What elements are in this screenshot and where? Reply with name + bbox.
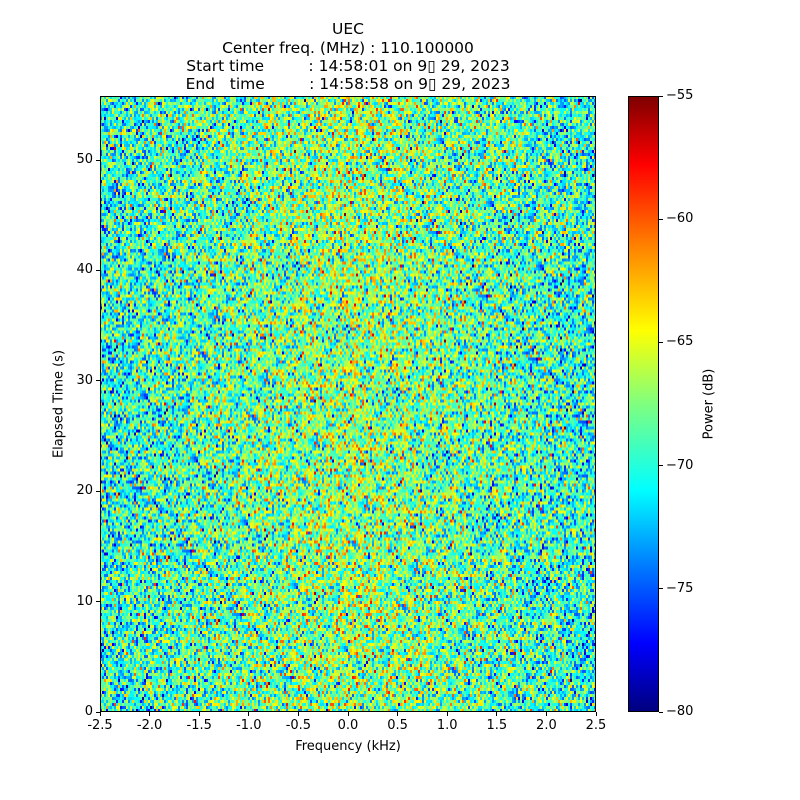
x-tick-label: 1.5 bbox=[486, 718, 508, 733]
colorbar-tick-label: −70 bbox=[666, 457, 694, 473]
x-tick-label: 1.0 bbox=[436, 718, 458, 733]
x-tick-label: 0.0 bbox=[337, 718, 359, 733]
colorbar-tick-mark bbox=[659, 218, 663, 220]
x-tick-mark bbox=[496, 712, 498, 716]
x-tick-label: 0.5 bbox=[387, 718, 408, 733]
y-tick-mark bbox=[96, 269, 100, 271]
x-tick-label: -1.5 bbox=[186, 718, 212, 733]
colorbar-tick-label: −60 bbox=[666, 211, 694, 227]
x-tick-label: 2.0 bbox=[536, 718, 557, 733]
x-tick-mark bbox=[347, 712, 349, 716]
colorbar-tick-label: −75 bbox=[666, 580, 694, 596]
colorbar-tick-label: −55 bbox=[666, 88, 694, 103]
x-tick-mark bbox=[446, 712, 448, 716]
x-tick-mark bbox=[248, 712, 250, 716]
chart-title: UEC bbox=[332, 20, 364, 38]
y-tick-mark bbox=[96, 159, 100, 161]
x-tick-mark bbox=[99, 712, 101, 716]
colorbar-tick-mark bbox=[659, 341, 663, 343]
y-tick-label: 20 bbox=[76, 483, 93, 499]
x-axis-label: Frequency (kHz) bbox=[295, 739, 401, 754]
y-tick-label: 50 bbox=[76, 152, 93, 168]
x-tick-label: -1.0 bbox=[236, 718, 262, 733]
x-tick-label: -2.5 bbox=[87, 718, 113, 733]
colorbar bbox=[628, 96, 659, 712]
x-tick-label: -2.0 bbox=[136, 718, 163, 733]
x-tick-mark bbox=[297, 712, 299, 716]
chart-subtitle-center-freq: Center freq. (MHz) : 110.100000 bbox=[222, 39, 474, 57]
y-tick-label: 40 bbox=[76, 262, 93, 278]
chart-subtitle-start-time: Start time : 14:58:01 on 9▯ 29, 2023 bbox=[186, 57, 510, 75]
colorbar-label: Power (dB) bbox=[701, 368, 717, 440]
y-axis-label: Elapsed Time (s) bbox=[51, 349, 67, 459]
x-tick-label: 2.5 bbox=[585, 718, 607, 733]
spectrogram-heatmap bbox=[100, 96, 596, 712]
y-tick-mark bbox=[96, 711, 100, 713]
colorbar-tick-label: −80 bbox=[666, 704, 694, 719]
y-tick-mark bbox=[96, 380, 100, 382]
y-tick-mark bbox=[96, 490, 100, 492]
x-tick-mark bbox=[545, 712, 547, 716]
x-tick-mark bbox=[595, 712, 597, 716]
colorbar-tick-mark bbox=[659, 588, 663, 590]
colorbar-tick-mark bbox=[659, 711, 663, 713]
y-tick-mark bbox=[96, 601, 100, 603]
x-tick-mark bbox=[149, 712, 151, 716]
x-tick-label: -0.5 bbox=[285, 718, 312, 733]
x-tick-mark bbox=[198, 712, 200, 716]
colorbar-tick-mark bbox=[659, 95, 663, 97]
y-tick-label: 10 bbox=[76, 593, 93, 609]
colorbar-tick-label: −65 bbox=[666, 334, 694, 350]
colorbar-tick-mark bbox=[659, 465, 663, 467]
y-tick-label: 0 bbox=[84, 704, 93, 719]
y-tick-label: 30 bbox=[76, 372, 93, 388]
x-tick-mark bbox=[397, 712, 399, 716]
chart-subtitle-end-time: End time : 14:58:58 on 9▯ 29, 2023 bbox=[185, 75, 511, 93]
plot-area-frame bbox=[100, 96, 596, 712]
